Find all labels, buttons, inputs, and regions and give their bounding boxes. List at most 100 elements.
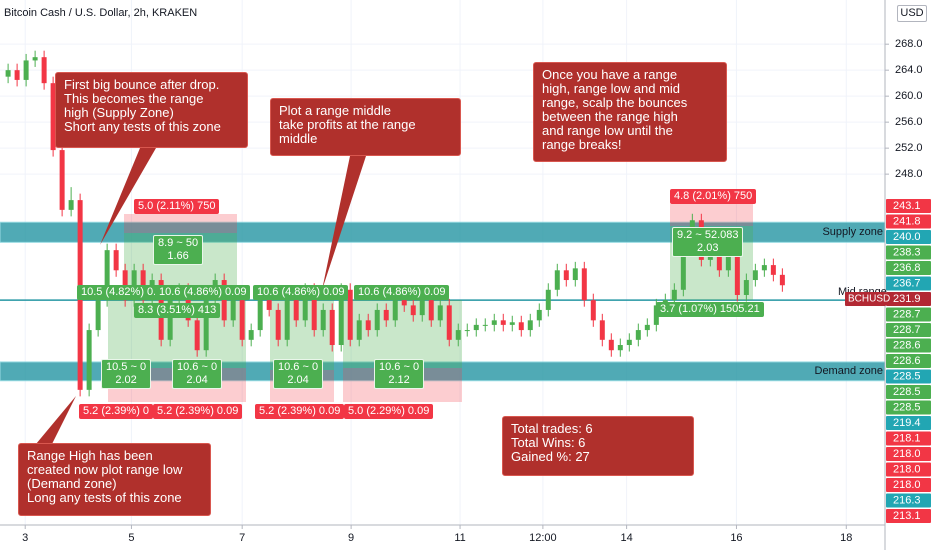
annotation: Range High has been created now plot rang… [18,443,211,516]
candle-body [239,300,245,340]
x-tick-label: 16 [730,532,742,544]
text-line: Range High has been [27,448,153,463]
price-label: 228.7 [893,308,921,320]
candle-body [68,200,74,210]
target-label: 3.7 (1.07%) 1505.21 [656,302,764,317]
text-line: First big bounce after drop. [64,77,220,92]
candle-body [383,309,389,321]
stop-label: 5.2 (2.39%) 0 [79,404,154,419]
candle-body [194,320,200,351]
candle-body [500,320,506,325]
price-label-box [886,261,931,275]
price-label-box [886,369,931,384]
symbol-title: Bitcoin Cash / U.S. Dollar, 2h, KRAKEN [4,7,198,19]
price-label: 218.0 [893,479,921,491]
candle-body [491,320,497,325]
candle-body [473,324,479,331]
stop-box [670,204,753,226]
text-line: Long any tests of this zone [27,490,182,505]
price-label-box [886,230,931,244]
candle-body [230,300,236,321]
candle-body [41,57,47,84]
text-line: 10.6 ~ 0 [379,361,420,373]
candle-body [257,300,263,331]
candle-body [464,330,470,332]
candle-body [266,300,272,310]
candle-body [761,265,767,271]
price-label-box [886,245,931,260]
candle-body [365,320,371,331]
candle-body [635,330,641,340]
ratio-label: 9.2 ~ 52.083 2.03 [672,227,744,257]
price-label-box [886,462,931,477]
target-label: 10.5 (4.82%) 0.09 [77,285,173,300]
candle-body [779,274,785,286]
candle-body [644,324,650,331]
text-line: middle [279,131,318,146]
candle-body [680,250,686,290]
price-label: 238.3 [893,246,921,258]
y-tick-label: 248.0 [895,168,923,180]
x-tick-label: 9 [348,532,354,544]
candle-body [410,305,416,316]
price-label: 231.9 [893,293,921,305]
candle-body [401,300,407,306]
candle-body [536,309,542,321]
candle-body [518,322,524,331]
ratio-label: 10.6 ~ 0 2.04 [273,359,324,389]
price-label-box [886,416,931,430]
text-line: range, scalp the bounces [542,95,688,110]
target-label: 8.3 (3.51%) 413 [134,303,221,318]
price-label-box [886,431,931,446]
x-tick-label: 3 [22,532,28,544]
candle-body [770,265,776,275]
candle-body [734,250,740,295]
text-line: Total Wins: 6 [511,435,586,450]
text-line: 1.66 [167,250,189,262]
candle-body [509,322,515,325]
price-label-box [886,307,931,322]
candle-body [347,289,353,340]
annotation: Once you have a range high, range low and… [533,62,727,162]
price-label: 241.8 [893,215,921,227]
x-tick-label: 14 [620,532,632,544]
candle-body [617,345,623,351]
candle-body [482,324,488,326]
text-line: 2.04 [287,374,309,386]
candle-body [14,70,20,80]
y-tick-label: 256.0 [895,116,923,128]
ratio-label: 8.9 ~ 50 1.66 [153,235,204,265]
candle-body [554,270,560,290]
candle-body [59,150,65,210]
candle-body [671,289,677,301]
price-label: 228.5 [893,386,921,398]
candle-body [23,60,29,80]
price-label-box [886,338,931,353]
stop-label: 5.2 (2.39%) 0.09 [255,404,345,419]
stop-label: 5.2 (2.39%) 0.09 [153,404,243,419]
candle-body [50,83,56,151]
text-line: take profits at the range [279,117,416,132]
currency-button[interactable]: USD [897,5,927,22]
candle-body [5,70,11,77]
price-label: 243.1 [893,200,921,212]
candle-body [221,280,227,321]
candle-body [599,320,605,340]
text-line: Total trades: 6 [511,421,593,436]
text-line: and range low until the [542,123,673,138]
ratio-label: 10.6 ~ 0 2.12 [374,359,425,389]
candle-body [284,300,290,340]
text-line: created now plot range low [27,462,183,477]
candle-body [311,289,317,331]
price-label-box [886,478,931,492]
text-line: 2.03 [697,242,719,254]
candle-body [113,250,119,271]
candle-body [419,300,425,316]
x-tick-label: 12:00 [529,532,557,544]
candle-body [608,339,614,351]
price-label: 218.1 [893,432,921,444]
time-axis [0,525,885,550]
text-line: between the range high [542,109,678,124]
candle-body [563,270,569,281]
price-label: 228.6 [893,339,921,351]
